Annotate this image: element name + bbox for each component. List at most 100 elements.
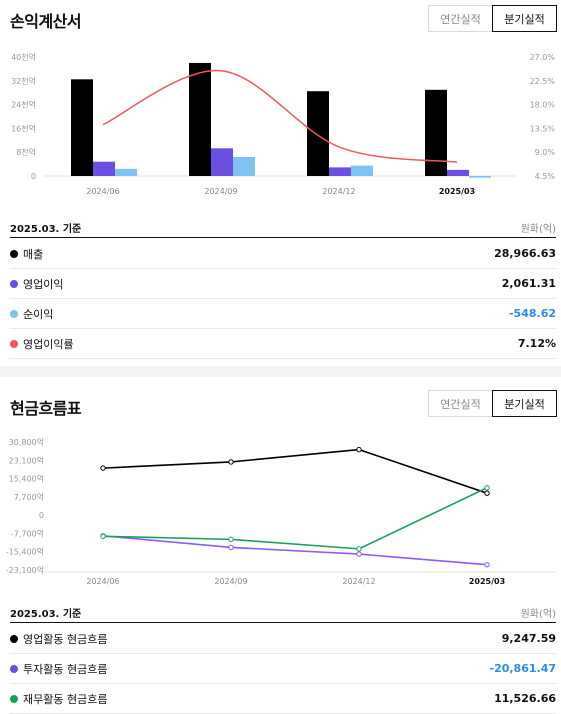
x-tick: 2024/09 <box>214 577 247 585</box>
row-label: 영업이익률 <box>23 337 74 351</box>
row-label-group: 영업이익률 <box>10 336 74 352</box>
table-row: 영업이익 2,061.31 <box>10 269 556 299</box>
income-basis-date: 2025.03. 기준 <box>10 223 82 235</box>
y-tick-left: 8천억 <box>16 147 36 157</box>
row-label: 순이익 <box>23 307 54 321</box>
bar-매출 <box>71 79 93 176</box>
bar-영업이익 <box>447 169 469 176</box>
legend-dot-icon <box>10 309 18 318</box>
quarterly-button[interactable]: 분기실적 <box>492 390 557 417</box>
cashflow-basis-date: 2025.03. 기준 <box>10 608 82 620</box>
bar-순이익 <box>233 156 255 176</box>
cashflow-chart: 30,800억 23,100억 15,400억 7,700억 0 -7,700억 -15,4… <box>6 437 556 585</box>
section-divider <box>0 366 561 377</box>
row-label: 매출 <box>23 247 44 261</box>
y-tick: 15,400억 <box>9 474 44 484</box>
y-tick-left: 16천억 <box>11 123 36 133</box>
y-tick-left: 0 <box>31 172 36 181</box>
annual-button[interactable]: 연간실적 <box>428 390 492 417</box>
y-tick-right: 9.0% <box>535 148 556 157</box>
y-tick: -23,100억 <box>6 565 44 575</box>
income-unit: 원화(억) <box>520 223 556 235</box>
y-tick-left: 40천억 <box>11 52 36 62</box>
income-statement-title: 손익계산서 <box>10 12 82 31</box>
bar-순이익 <box>115 168 137 176</box>
row-value: 28,966.63 <box>494 247 556 260</box>
y-tick: 7,700억 <box>14 492 44 502</box>
row-value: 7.12% <box>517 337 556 350</box>
point-영업활동 현금흐름 <box>356 446 362 453</box>
table-row: 영업이익률 7.12% <box>10 329 556 359</box>
cashflow-section: 현금흐름표 연간실적 분기실적 30,800억 23,100억 15,400억 7,7… <box>0 377 561 714</box>
point-투자활동 현금흐름 <box>356 551 362 557</box>
point-재무활동 현금흐름 <box>484 485 490 491</box>
income-statement-section: 손익계산서 연간실적 분기실적 40천억 32천억 24천억 16천억 8천억 0 27.0… <box>10 5 557 359</box>
x-tick: 2024/12 <box>342 577 375 585</box>
row-value: -548.62 <box>508 307 556 320</box>
bar-순이익 <box>469 176 491 178</box>
point-재무활동 현금흐름 <box>228 536 234 543</box>
bar-매출 <box>425 89 447 176</box>
point-영업활동 현금흐름 <box>100 465 106 471</box>
point-재무활동 현금흐름 <box>100 533 106 539</box>
y-tick-right: 27.0% <box>530 53 556 62</box>
point-영업활동 현금흐름 <box>484 490 490 496</box>
cashflow-unit: 원화(억) <box>520 608 556 620</box>
line-재무활동 현금흐름 <box>102 487 488 550</box>
x-tick: 2024/06 <box>86 577 119 585</box>
table-row: 영업활동 현금흐름 9,247.59 <box>10 624 556 654</box>
y-tick-right: 22.5% <box>530 77 556 86</box>
row-label-group: 투자활동 현금흐름 <box>10 661 107 677</box>
x-tick: 2025/03 <box>439 187 475 196</box>
legend-dot-icon <box>10 339 18 348</box>
legend-dot-icon <box>10 634 18 643</box>
y-tick: 30,800억 <box>9 437 44 447</box>
cashflow-basis-row: 2025.03. 기준 원화(억) <box>10 602 556 623</box>
x-tick: 2024/06 <box>86 187 119 196</box>
table-row: 투자활동 현금흐름 -20,861.47 <box>10 654 556 684</box>
bar-매출 <box>307 91 329 176</box>
x-tick: 2024/12 <box>322 187 355 196</box>
x-tick: 2025/03 <box>469 577 505 585</box>
income-basis-row: 2025.03. 기준 원화(억) <box>10 217 556 238</box>
point-영업활동 현금흐름 <box>228 459 234 465</box>
row-value: 9,247.59 <box>501 632 556 645</box>
row-label-group: 영업활동 현금흐름 <box>10 631 107 647</box>
y-tick-left: 32천억 <box>11 76 36 86</box>
income-period-toggle: 연간실적 분기실적 <box>428 5 557 32</box>
line-영업활동 현금흐름 <box>102 448 488 494</box>
point-투자활동 현금흐름 <box>228 544 234 551</box>
legend-dot-icon <box>10 694 18 703</box>
bar-순이익 <box>351 165 373 176</box>
line-투자활동 현금흐름 <box>102 535 488 566</box>
row-label-group: 매출 <box>10 246 43 262</box>
annual-button[interactable]: 연간실적 <box>428 5 492 32</box>
y-tick-right: 13.5% <box>530 124 556 133</box>
y-tick-left: 24천억 <box>11 100 36 110</box>
y-tick-right: 4.5% <box>535 172 556 181</box>
row-label-group: 순이익 <box>10 306 53 322</box>
table-row: 재무활동 현금흐름 11,526.66 <box>10 684 556 714</box>
y-tick: -15,400억 <box>6 547 44 557</box>
cashflow-period-toggle: 연간실적 분기실적 <box>428 390 557 417</box>
row-value: 11,526.66 <box>494 692 556 705</box>
legend-dot-icon <box>10 279 18 288</box>
bar-매출 <box>189 62 211 177</box>
point-재무활동 현금흐름 <box>356 546 362 552</box>
x-tick: 2024/09 <box>204 187 237 196</box>
y-tick: 23,100억 <box>9 455 44 465</box>
line-영업이익률 <box>102 69 458 163</box>
row-label: 영업활동 현금흐름 <box>23 632 108 646</box>
y-tick: -7,700억 <box>11 528 44 538</box>
quarterly-button[interactable]: 분기실적 <box>492 5 557 32</box>
row-label-group: 재무활동 현금흐름 <box>10 691 107 707</box>
row-value: 2,061.31 <box>501 277 556 290</box>
y-tick-right: 18.0% <box>530 101 556 110</box>
bar-영업이익 <box>211 148 233 176</box>
row-label: 재무활동 현금흐름 <box>23 692 108 706</box>
row-value: -20,861.47 <box>489 662 557 675</box>
point-투자활동 현금흐름 <box>484 561 490 568</box>
income-chart: 40천억 32천억 24천억 16천억 8천억 0 27.0% 22.5% 18.0% 13.5%… <box>11 52 556 196</box>
legend-dot-icon <box>10 664 18 673</box>
legend-dot-icon <box>10 249 18 258</box>
